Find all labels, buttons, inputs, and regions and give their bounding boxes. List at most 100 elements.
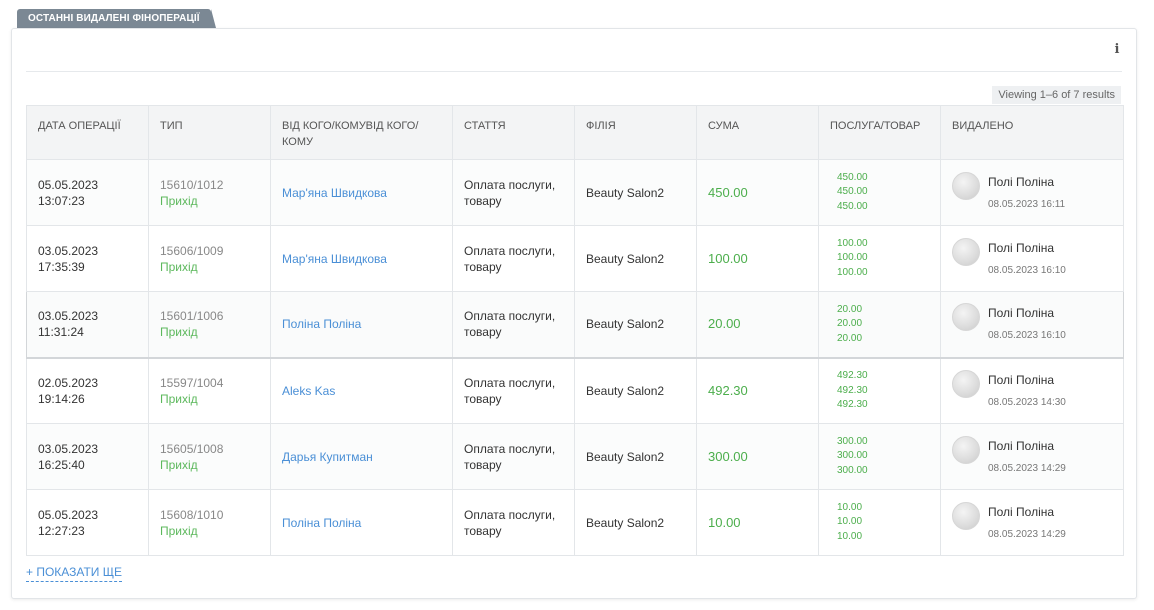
counterparty-link[interactable]: Мар'яна Швидкова [282, 251, 387, 266]
operation-time: 19:14:26 [38, 391, 85, 406]
table-row[interactable]: 03.05.2023 17:35:39 15606/1009 Прихід Ма… [26, 225, 1124, 292]
amount-value: 300.00 [708, 448, 748, 464]
operation-time: 11:31:24 [38, 325, 84, 340]
operation-type: Прихід [160, 457, 198, 472]
deleted-operations-panel: i Viewing 1–6 of 7 results ДАТА ОПЕРАЦІЇ… [11, 28, 1137, 599]
operation-date: 03.05.2023 [38, 441, 99, 456]
column-header-branch[interactable]: ФІЛІЯ [574, 105, 697, 160]
table-row[interactable]: 05.05.2023 12:27:23 15608/1010 Прихід По… [26, 489, 1124, 556]
operation-type-cell: 15608/1010 Прихід [148, 489, 271, 556]
deleted-by-user: Полі Поліна 08.05.2023 14:29 [952, 435, 1113, 475]
column-header-article[interactable]: СТАТТЯ [452, 105, 575, 160]
deleted-at-time: 08.05.2023 14:29 [988, 528, 1066, 540]
counterparty-link[interactable]: Поліна Поліна [282, 317, 362, 332]
section-tab-label: ОСТАННІ ВИДАЛЕНІ ФІНОПЕРАЦІЇ [17, 9, 216, 28]
article-cell: Оплата послуги, товару [452, 291, 575, 359]
amount-cell: 300.00 [696, 423, 819, 490]
avatar [952, 435, 980, 464]
branch-cell: Beauty Salon2 [574, 357, 697, 424]
operation-type: Прихід [160, 325, 198, 340]
amount-cell: 492.30 [696, 357, 819, 424]
operation-date: 05.05.2023 [38, 507, 99, 522]
operation-date-cell: 03.05.2023 11:31:24 [26, 291, 149, 359]
deleted-at-time: 08.05.2023 16:11 [988, 198, 1066, 210]
table-row[interactable]: 03.05.2023 16:25:40 15605/1008 Прихід Да… [26, 423, 1124, 490]
operation-type-cell: 15605/1008 Прихід [148, 423, 271, 490]
deleted-at-time: 08.05.2023 14:30 [988, 396, 1066, 408]
counterparty-link[interactable]: Aleks Kas [282, 383, 336, 398]
operation-date-cell: 05.05.2023 13:07:23 [26, 159, 149, 226]
service-product-cell: 20.00 20.00 20.00 [818, 291, 941, 359]
operation-type-cell: 15597/1004 Прихід [148, 357, 271, 424]
operation-number: 15610/1012 [160, 177, 224, 192]
operation-number: 15606/1009 [160, 243, 224, 258]
branch-cell: Beauty Salon2 [574, 159, 697, 226]
article-cell: Оплата послуги, товару [452, 159, 575, 226]
operation-time: 16:25:40 [38, 457, 85, 472]
operation-date-cell: 03.05.2023 17:35:39 [26, 225, 149, 292]
table-row[interactable]: 05.05.2023 13:07:23 15610/1012 Прихід Ма… [26, 159, 1124, 226]
operation-time: 17:35:39 [38, 259, 85, 274]
service-product-cell: 492.30 492.30 492.30 [818, 357, 941, 424]
column-header-amount[interactable]: СУМА [696, 105, 819, 160]
column-header-counterparty[interactable]: ВІД КОГО/КОМУВІД КОГО/КОМУ [270, 105, 453, 160]
service-amount: 300.00 [837, 464, 868, 476]
operation-type: Прихід [160, 259, 198, 274]
deleted-by-info: Полі Поліна 08.05.2023 16:10 [988, 306, 1066, 342]
amount-value: 450.00 [708, 184, 748, 200]
show-more-link[interactable]: + ПОКАЗАТИ ЩЕ [26, 565, 123, 582]
operation-date-cell: 03.05.2023 16:25:40 [26, 423, 149, 490]
deleted-cell: Полі Поліна 08.05.2023 16:10 [940, 291, 1124, 359]
service-amount: 10.00 [837, 530, 863, 542]
article-text: Оплата послуги, товару [464, 309, 556, 340]
deleted-by-name: Полі Поліна [988, 240, 1055, 255]
counterparty-link[interactable]: Поліна Поліна [282, 515, 362, 530]
article-text: Оплата послуги, товару [464, 441, 556, 472]
operation-date-cell: 05.05.2023 12:27:23 [26, 489, 149, 556]
operation-date: 05.05.2023 [38, 177, 99, 192]
service-amount: 492.30 [837, 399, 868, 410]
deleted-by-info: Полі Поліна 08.05.2023 14:29 [988, 505, 1066, 541]
counterparty-link[interactable]: Дарья Купитман [282, 449, 373, 464]
table-row[interactable]: 03.05.2023 11:31:24 15601/1006 Прихід По… [26, 291, 1124, 359]
article-text: Оплата послуги, товару [464, 177, 556, 208]
counterparty-cell: Мар'яна Швидкова [270, 159, 453, 226]
panel-divider [26, 71, 1122, 72]
column-header-deleted[interactable]: ВИДАЛЕНО [940, 105, 1124, 160]
deleted-by-user: Полі Поліна 08.05.2023 16:10 [952, 303, 1113, 342]
counterparty-link[interactable]: Мар'яна Швидкова [282, 185, 387, 200]
column-header-service-product[interactable]: ПОСЛУГА/ТОВАР [818, 105, 941, 160]
operation-date: 03.05.2023 [38, 243, 99, 258]
branch-cell: Beauty Salon2 [574, 291, 697, 359]
service-product-cell: 100.00 100.00 100.00 [818, 225, 941, 292]
counterparty-cell: Aleks Kas [270, 357, 453, 424]
branch-text: Beauty Salon2 [586, 251, 665, 266]
service-product-cell: 300.00 300.00 300.00 [818, 423, 941, 490]
article-cell: Оплата послуги, товару [452, 489, 575, 556]
avatar [952, 237, 980, 266]
service-amount: 100.00 [837, 266, 868, 278]
operation-type-cell: 15610/1012 Прихід [148, 159, 271, 226]
branch-text: Beauty Salon2 [586, 383, 665, 398]
column-header-date[interactable]: ДАТА ОПЕРАЦІЇ [26, 105, 149, 160]
info-icon[interactable]: i [1114, 42, 1120, 57]
column-header-type[interactable]: ТИП [148, 105, 271, 160]
article-cell: Оплата послуги, товару [452, 225, 575, 292]
article-text: Оплата послуги, товару [464, 243, 556, 274]
deleted-at-time: 08.05.2023 16:10 [988, 330, 1066, 342]
deleted-cell: Полі Поліна 08.05.2023 16:10 [940, 225, 1124, 292]
article-text: Оплата послуги, товару [464, 375, 556, 406]
amount-value: 10.00 [708, 514, 741, 530]
article-cell: Оплата послуги, товару [452, 357, 575, 424]
amount-cell: 10.00 [696, 489, 819, 556]
avatar [952, 369, 980, 398]
operation-date: 02.05.2023 [38, 375, 99, 390]
service-amount: 300.00 [837, 450, 868, 462]
operation-type-cell: 15606/1009 Прихід [148, 225, 271, 292]
operation-time: 12:27:23 [38, 523, 85, 538]
table-row[interactable]: 02.05.2023 19:14:26 15597/1004 Прихід Al… [26, 357, 1124, 424]
branch-text: Beauty Salon2 [586, 515, 665, 530]
service-amount: 20.00 [837, 332, 863, 344]
deleted-by-name: Полі Поліна [988, 174, 1055, 189]
deleted-by-user: Полі Поліна 08.05.2023 16:10 [952, 237, 1113, 277]
